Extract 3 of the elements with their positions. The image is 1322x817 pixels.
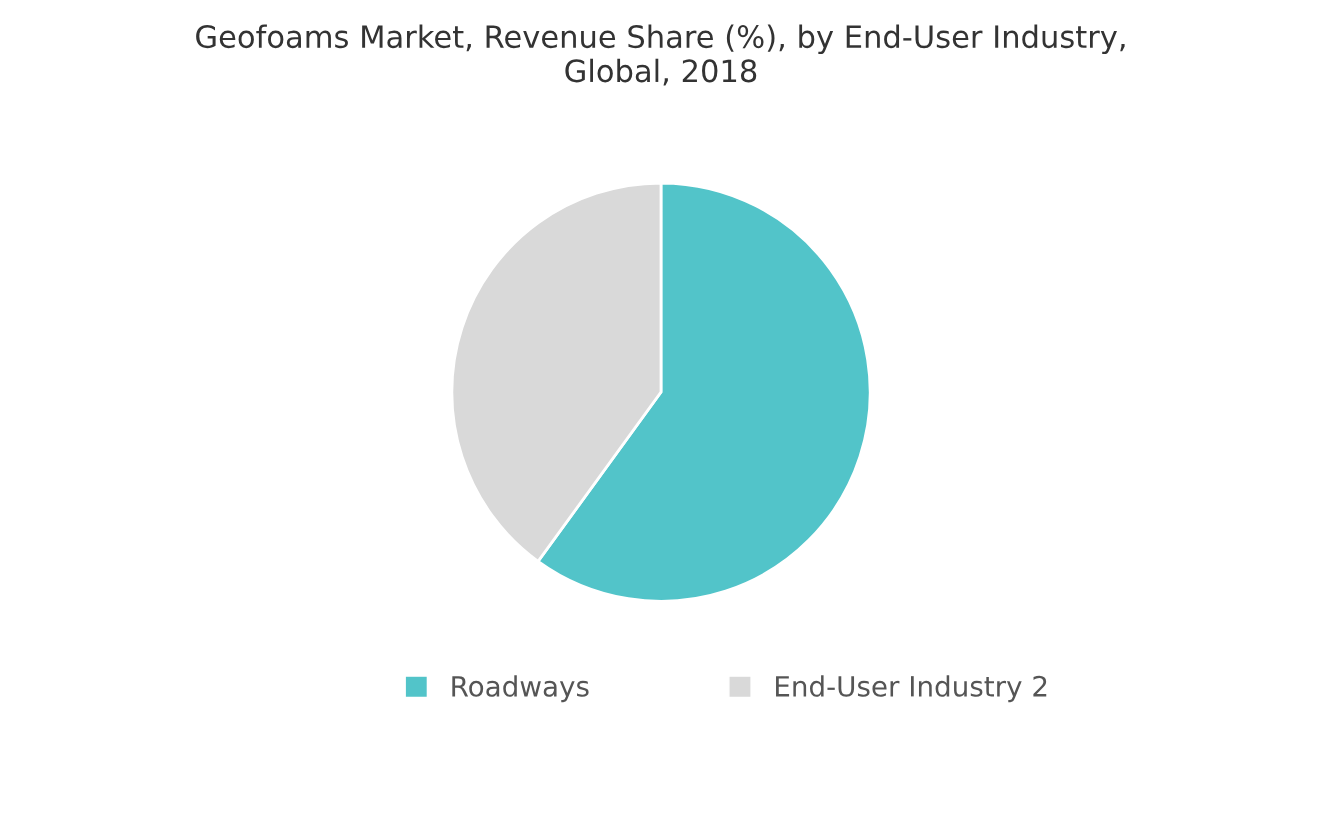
legend-label: End-User Industry 2 (776, 675, 1047, 703)
legend-label: Roadways (452, 675, 589, 703)
chart-title: Geofoams Market, Revenue Share (%), by End-User Industry, Global, 2018 (196, 24, 1125, 86)
